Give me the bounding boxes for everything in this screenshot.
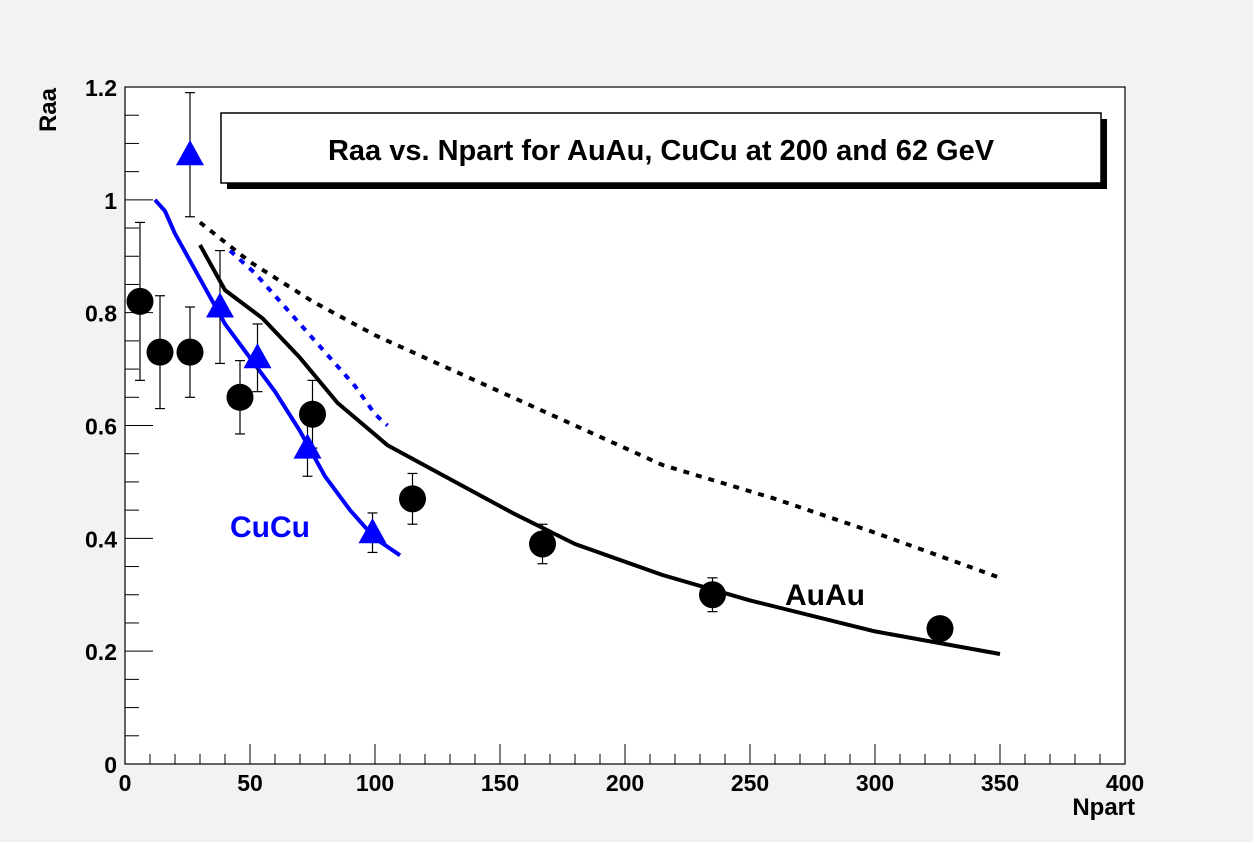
x-tick-label: 350 bbox=[981, 770, 1019, 796]
x-tick-label: 50 bbox=[237, 770, 263, 796]
annotation-cucu: CuCu bbox=[230, 511, 310, 544]
cucu-solid-curve bbox=[153, 198, 402, 557]
title-box: Raa vs. Npart for AuAu, CuCu at 200 and … bbox=[220, 112, 1107, 189]
auau-data-point bbox=[226, 383, 254, 411]
x-tick-label: 300 bbox=[856, 770, 894, 796]
auau-data-point bbox=[399, 485, 426, 513]
cucu-data-point bbox=[206, 292, 234, 318]
auau-data-point bbox=[529, 530, 556, 558]
x-tick-label: 0 bbox=[119, 770, 132, 796]
auau-data-point bbox=[126, 287, 154, 315]
data-points bbox=[126, 92, 954, 643]
cucu-data-point bbox=[358, 517, 387, 544]
y-tick-label: 0 bbox=[104, 752, 117, 778]
y-tick-label: 1 bbox=[104, 188, 117, 214]
y-tick-label: 1.2 bbox=[85, 75, 117, 101]
cucu-data-point bbox=[293, 433, 322, 459]
auau-data-point bbox=[176, 338, 204, 366]
y-axis-label: Raa bbox=[35, 87, 62, 132]
y-tick-label: 0.4 bbox=[85, 526, 117, 552]
x-tick-label: 400 bbox=[1106, 770, 1144, 796]
plot-area bbox=[124, 86, 1126, 765]
y-tick-label: 0.6 bbox=[85, 414, 117, 440]
x-tick-label: 200 bbox=[606, 770, 644, 796]
cucu-dashed-curve bbox=[228, 249, 389, 427]
auau-solid-curve bbox=[198, 244, 1001, 656]
x-tick-label: 150 bbox=[481, 770, 519, 796]
chart-title: Raa vs. Npart for AuAu, CuCu at 200 and … bbox=[328, 135, 995, 167]
auau-data-point bbox=[926, 615, 954, 643]
y-tick-label: 0.8 bbox=[85, 301, 117, 327]
auau-data-point bbox=[299, 400, 326, 428]
auau-data-point bbox=[699, 581, 726, 609]
annotations: CuCu AuAu bbox=[230, 511, 865, 612]
cucu-data-point bbox=[243, 343, 272, 369]
auau-dashed-curve bbox=[198, 220, 1001, 580]
cucu-data-point bbox=[176, 140, 204, 166]
annotation-auau: AuAu bbox=[785, 579, 865, 612]
x-tick-label: 250 bbox=[731, 770, 769, 796]
auau-data-point bbox=[146, 338, 174, 366]
y-tick-label: 0.2 bbox=[85, 639, 117, 665]
model-curves bbox=[153, 198, 1001, 656]
x-axis-label: Npart bbox=[1072, 794, 1135, 821]
x-tick-label: 100 bbox=[356, 770, 394, 796]
axes: 0 50 100 150 200 250 300 350 400 0 0.2 0.4 0.6 0.8 1 1.… bbox=[85, 75, 1144, 796]
